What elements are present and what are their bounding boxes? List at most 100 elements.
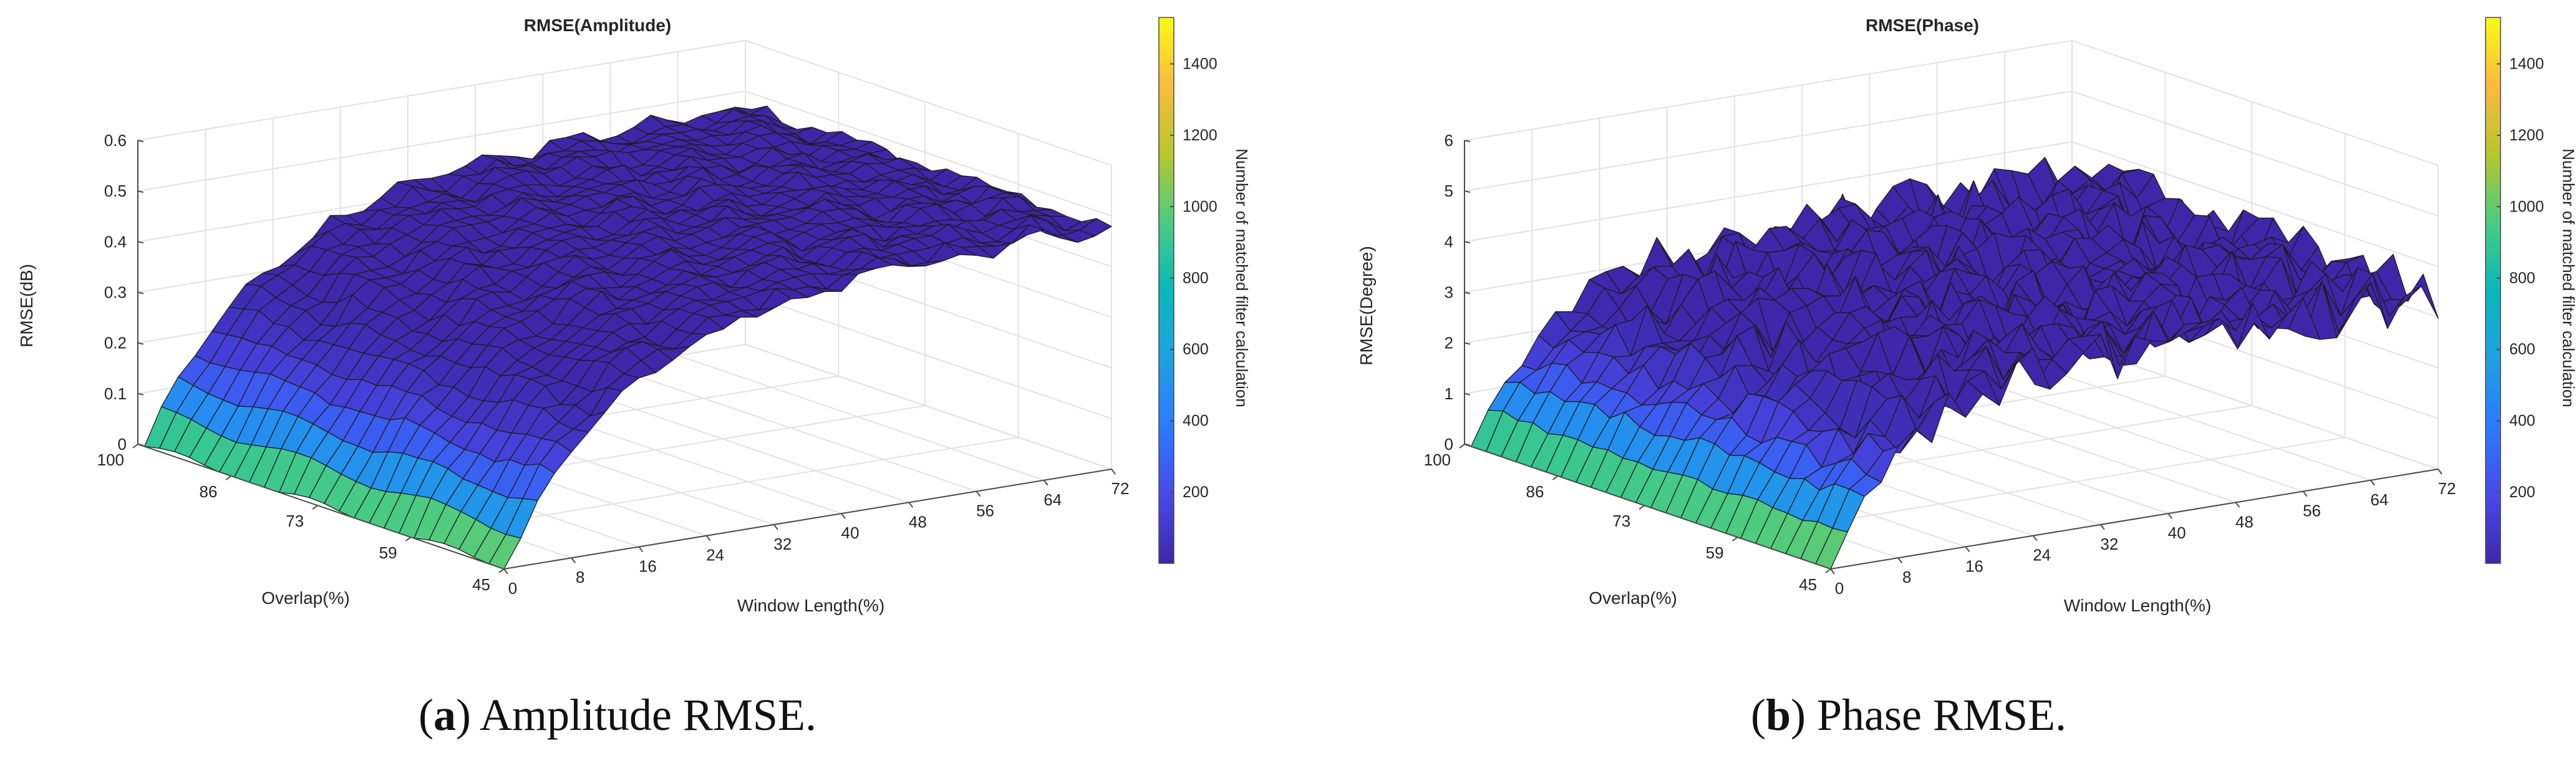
x-tick <box>841 513 846 519</box>
z-tick <box>1464 444 1471 446</box>
wall-gridline-z <box>1464 39 2439 166</box>
z-tick <box>1464 392 1471 396</box>
y-tick-label: 59 <box>379 543 397 562</box>
x-tick <box>1111 469 1116 475</box>
x-axis-label: Window Length(%) <box>737 596 885 615</box>
y-tick-label: 73 <box>1612 512 1630 530</box>
z-tick <box>137 392 144 396</box>
y-tick-label: 86 <box>1526 482 1544 501</box>
z-axis-label: RMSE(dB) <box>17 264 36 347</box>
x-tick-label: 56 <box>976 502 994 520</box>
x-tick-label: 24 <box>706 546 724 565</box>
z-tick-label: 0.1 <box>104 384 127 403</box>
y-axis-line <box>1464 444 1831 570</box>
z-tick <box>137 190 144 193</box>
z-tick-label: 3 <box>1445 283 1453 302</box>
z-tick <box>1464 241 1471 244</box>
z-tick <box>1464 190 1471 193</box>
x-tick <box>773 524 778 530</box>
x-tick-label: 8 <box>576 568 584 586</box>
surface-plot <box>1471 157 2439 570</box>
x-tick-label: 72 <box>2438 479 2456 498</box>
y-axis-line <box>137 444 505 570</box>
x-tick-label: 24 <box>2033 546 2051 565</box>
x-tick <box>571 557 576 563</box>
colorbar-label: Number of matched filter calculation <box>1232 148 1251 407</box>
colorbar: 200 400 600 800 1000 1200 1400 Number of matche… <box>2485 17 2576 564</box>
z-tick-label: 4 <box>1445 232 1453 251</box>
y-tick-label: 73 <box>286 512 304 530</box>
x-tick <box>705 535 711 542</box>
z-tick-label: 0.5 <box>104 182 127 200</box>
x-tick-label: 56 <box>2303 502 2321 520</box>
z-tick <box>1464 342 1471 345</box>
caption-label: b <box>1766 690 1791 740</box>
x-axis-line <box>1830 469 2439 570</box>
y-tick <box>1552 475 1559 480</box>
x-tick-label: 0 <box>1835 579 1844 598</box>
x-tick <box>2235 502 2240 508</box>
x-tick <box>1965 546 1970 553</box>
colorbar-tick-label: 200 <box>1183 483 1209 501</box>
colorbar-label: Number of matched filter calculation <box>2559 148 2576 407</box>
panel-amplitude: RMSE(Amplitude) 00.10.20.30.40.50.610086… <box>17 16 1251 740</box>
y-tick-label: 100 <box>97 450 124 469</box>
z-tick <box>137 444 144 446</box>
caption-text: Phase RMSE. <box>1817 690 2066 740</box>
y-tick <box>1459 444 1465 449</box>
x-tick <box>1897 557 1903 563</box>
colorbar-tick-label: 400 <box>1183 412 1209 430</box>
caption-label: a <box>433 690 456 740</box>
y-tick-label: 45 <box>1799 575 1817 594</box>
x-tick-label: 48 <box>909 512 927 531</box>
x-axis-line <box>503 469 1112 570</box>
surface-plot <box>144 105 1112 570</box>
z-tick-label: 1 <box>1445 384 1453 403</box>
figure-caption: (b) Phase RMSE. <box>1751 690 2066 740</box>
y-tick <box>312 505 318 510</box>
x-tick <box>2167 513 2172 519</box>
colorbar-tick-label: 1400 <box>1183 55 1218 72</box>
x-tick-label: 16 <box>1965 556 1983 575</box>
floor-gridline-x <box>610 366 977 492</box>
colorbar-tick-label: 600 <box>2509 341 2535 358</box>
colorbar-tick-label: 800 <box>1183 270 1209 287</box>
x-axis-label: Window Length(%) <box>2064 596 2212 615</box>
x-tick <box>2100 524 2105 530</box>
colorbar-tick-label: 600 <box>1183 341 1209 358</box>
x-tick-label: 32 <box>773 535 792 553</box>
x-tick-label: 0 <box>508 579 517 598</box>
y-tick <box>498 568 505 573</box>
z-axis-label: RMSE(Degree) <box>1357 246 1376 365</box>
x-tick-label: 40 <box>841 523 859 542</box>
chart-title: RMSE(Phase) <box>1866 16 1979 35</box>
colorbar-tick-label: 1200 <box>2509 127 2544 144</box>
colorbar-tick-label: 1400 <box>2509 55 2544 72</box>
z-tick-label: 0.4 <box>104 232 127 251</box>
z-tick-label: 0 <box>1445 435 1453 454</box>
y-tick-label: 86 <box>199 482 217 501</box>
colorbar-gradient <box>2485 17 2501 564</box>
y-tick <box>405 537 412 542</box>
x-tick <box>503 568 508 575</box>
z-tick <box>1464 291 1471 294</box>
z-tick <box>137 140 144 142</box>
colorbar-tick-label: 200 <box>2509 483 2535 501</box>
x-tick <box>976 490 981 497</box>
x-tick <box>2370 480 2375 486</box>
colorbar-tick-label: 1000 <box>1183 198 1218 215</box>
z-tick-label: 0.3 <box>104 283 127 302</box>
floor-gridline-x <box>2004 354 2371 481</box>
y-tick <box>1639 505 1645 510</box>
x-tick <box>2032 535 2038 542</box>
y-tick-label: 45 <box>472 575 490 594</box>
z-tick-label: 6 <box>1445 131 1453 150</box>
y-axis-label: Overlap(%) <box>261 588 350 608</box>
x-tick-label: 72 <box>1111 479 1130 498</box>
y-tick <box>1731 537 1738 542</box>
z-tick-label: 0.2 <box>104 334 127 352</box>
x-tick <box>1043 480 1048 486</box>
floor-gridline-x <box>677 354 1045 481</box>
